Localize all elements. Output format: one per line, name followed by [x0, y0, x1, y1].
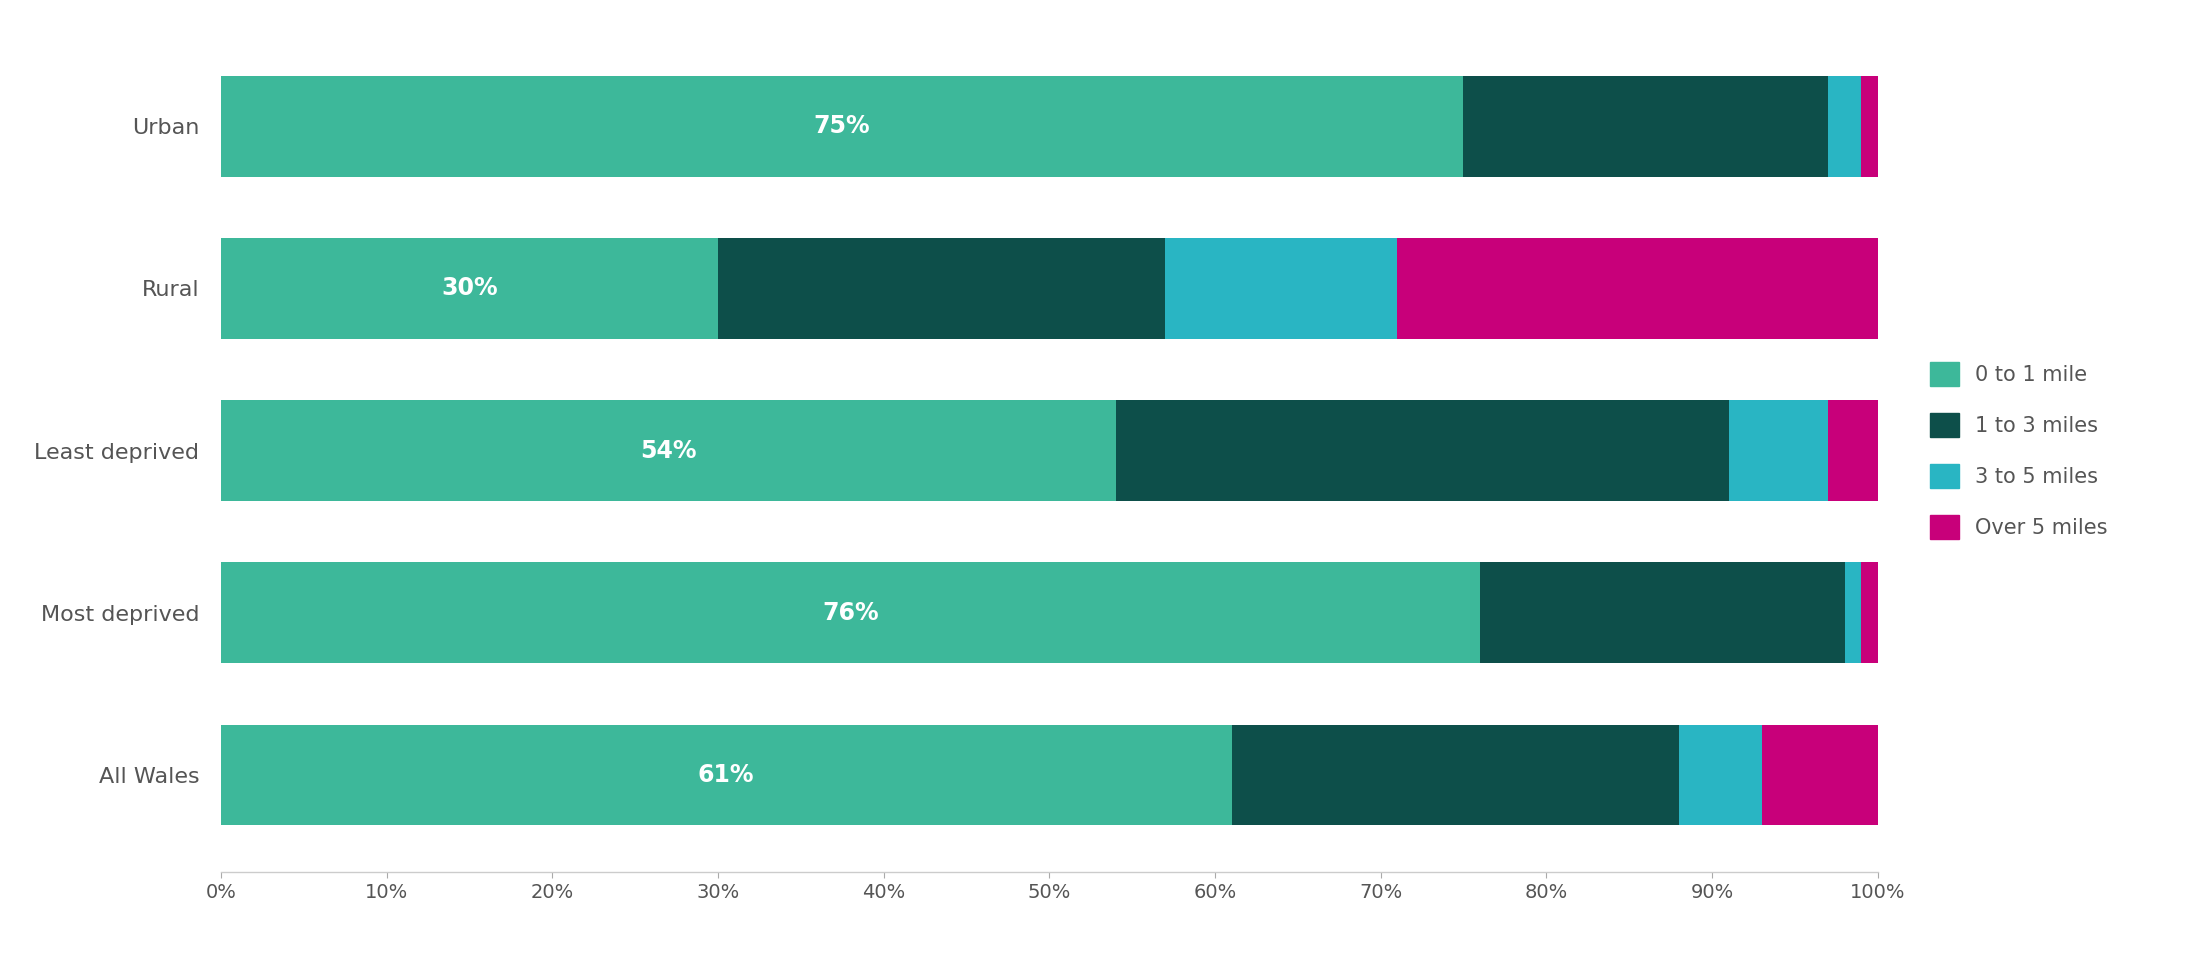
Text: 76%: 76% [822, 601, 879, 625]
Bar [1763, 725, 1878, 825]
Bar [1233, 725, 1679, 825]
Bar [1679, 725, 1763, 825]
Legend: 0 to 1 mile, 1 to 3 miles, 3 to 5 miles, Over 5 miles: 0 to 1 mile, 1 to 3 miles, 3 to 5 miles,… [1922, 354, 2116, 547]
Bar [1860, 562, 1878, 663]
Bar [221, 77, 1465, 176]
Bar [221, 562, 1480, 663]
Bar [1116, 400, 1727, 501]
Bar [1480, 562, 1845, 663]
Bar [1829, 400, 1878, 501]
Bar [221, 238, 718, 339]
Bar [1166, 238, 1396, 339]
Bar [718, 238, 1166, 339]
Bar [1465, 77, 1829, 176]
Bar [1398, 238, 1878, 339]
Text: 30%: 30% [442, 276, 497, 300]
Text: 54%: 54% [641, 439, 696, 462]
Bar [221, 725, 1233, 825]
Text: 75%: 75% [813, 114, 870, 139]
Text: 61%: 61% [698, 763, 755, 787]
Bar [221, 400, 1116, 501]
Bar [1829, 77, 1860, 176]
Bar [1727, 400, 1829, 501]
Bar [1860, 77, 1878, 176]
Bar [1845, 562, 1862, 663]
